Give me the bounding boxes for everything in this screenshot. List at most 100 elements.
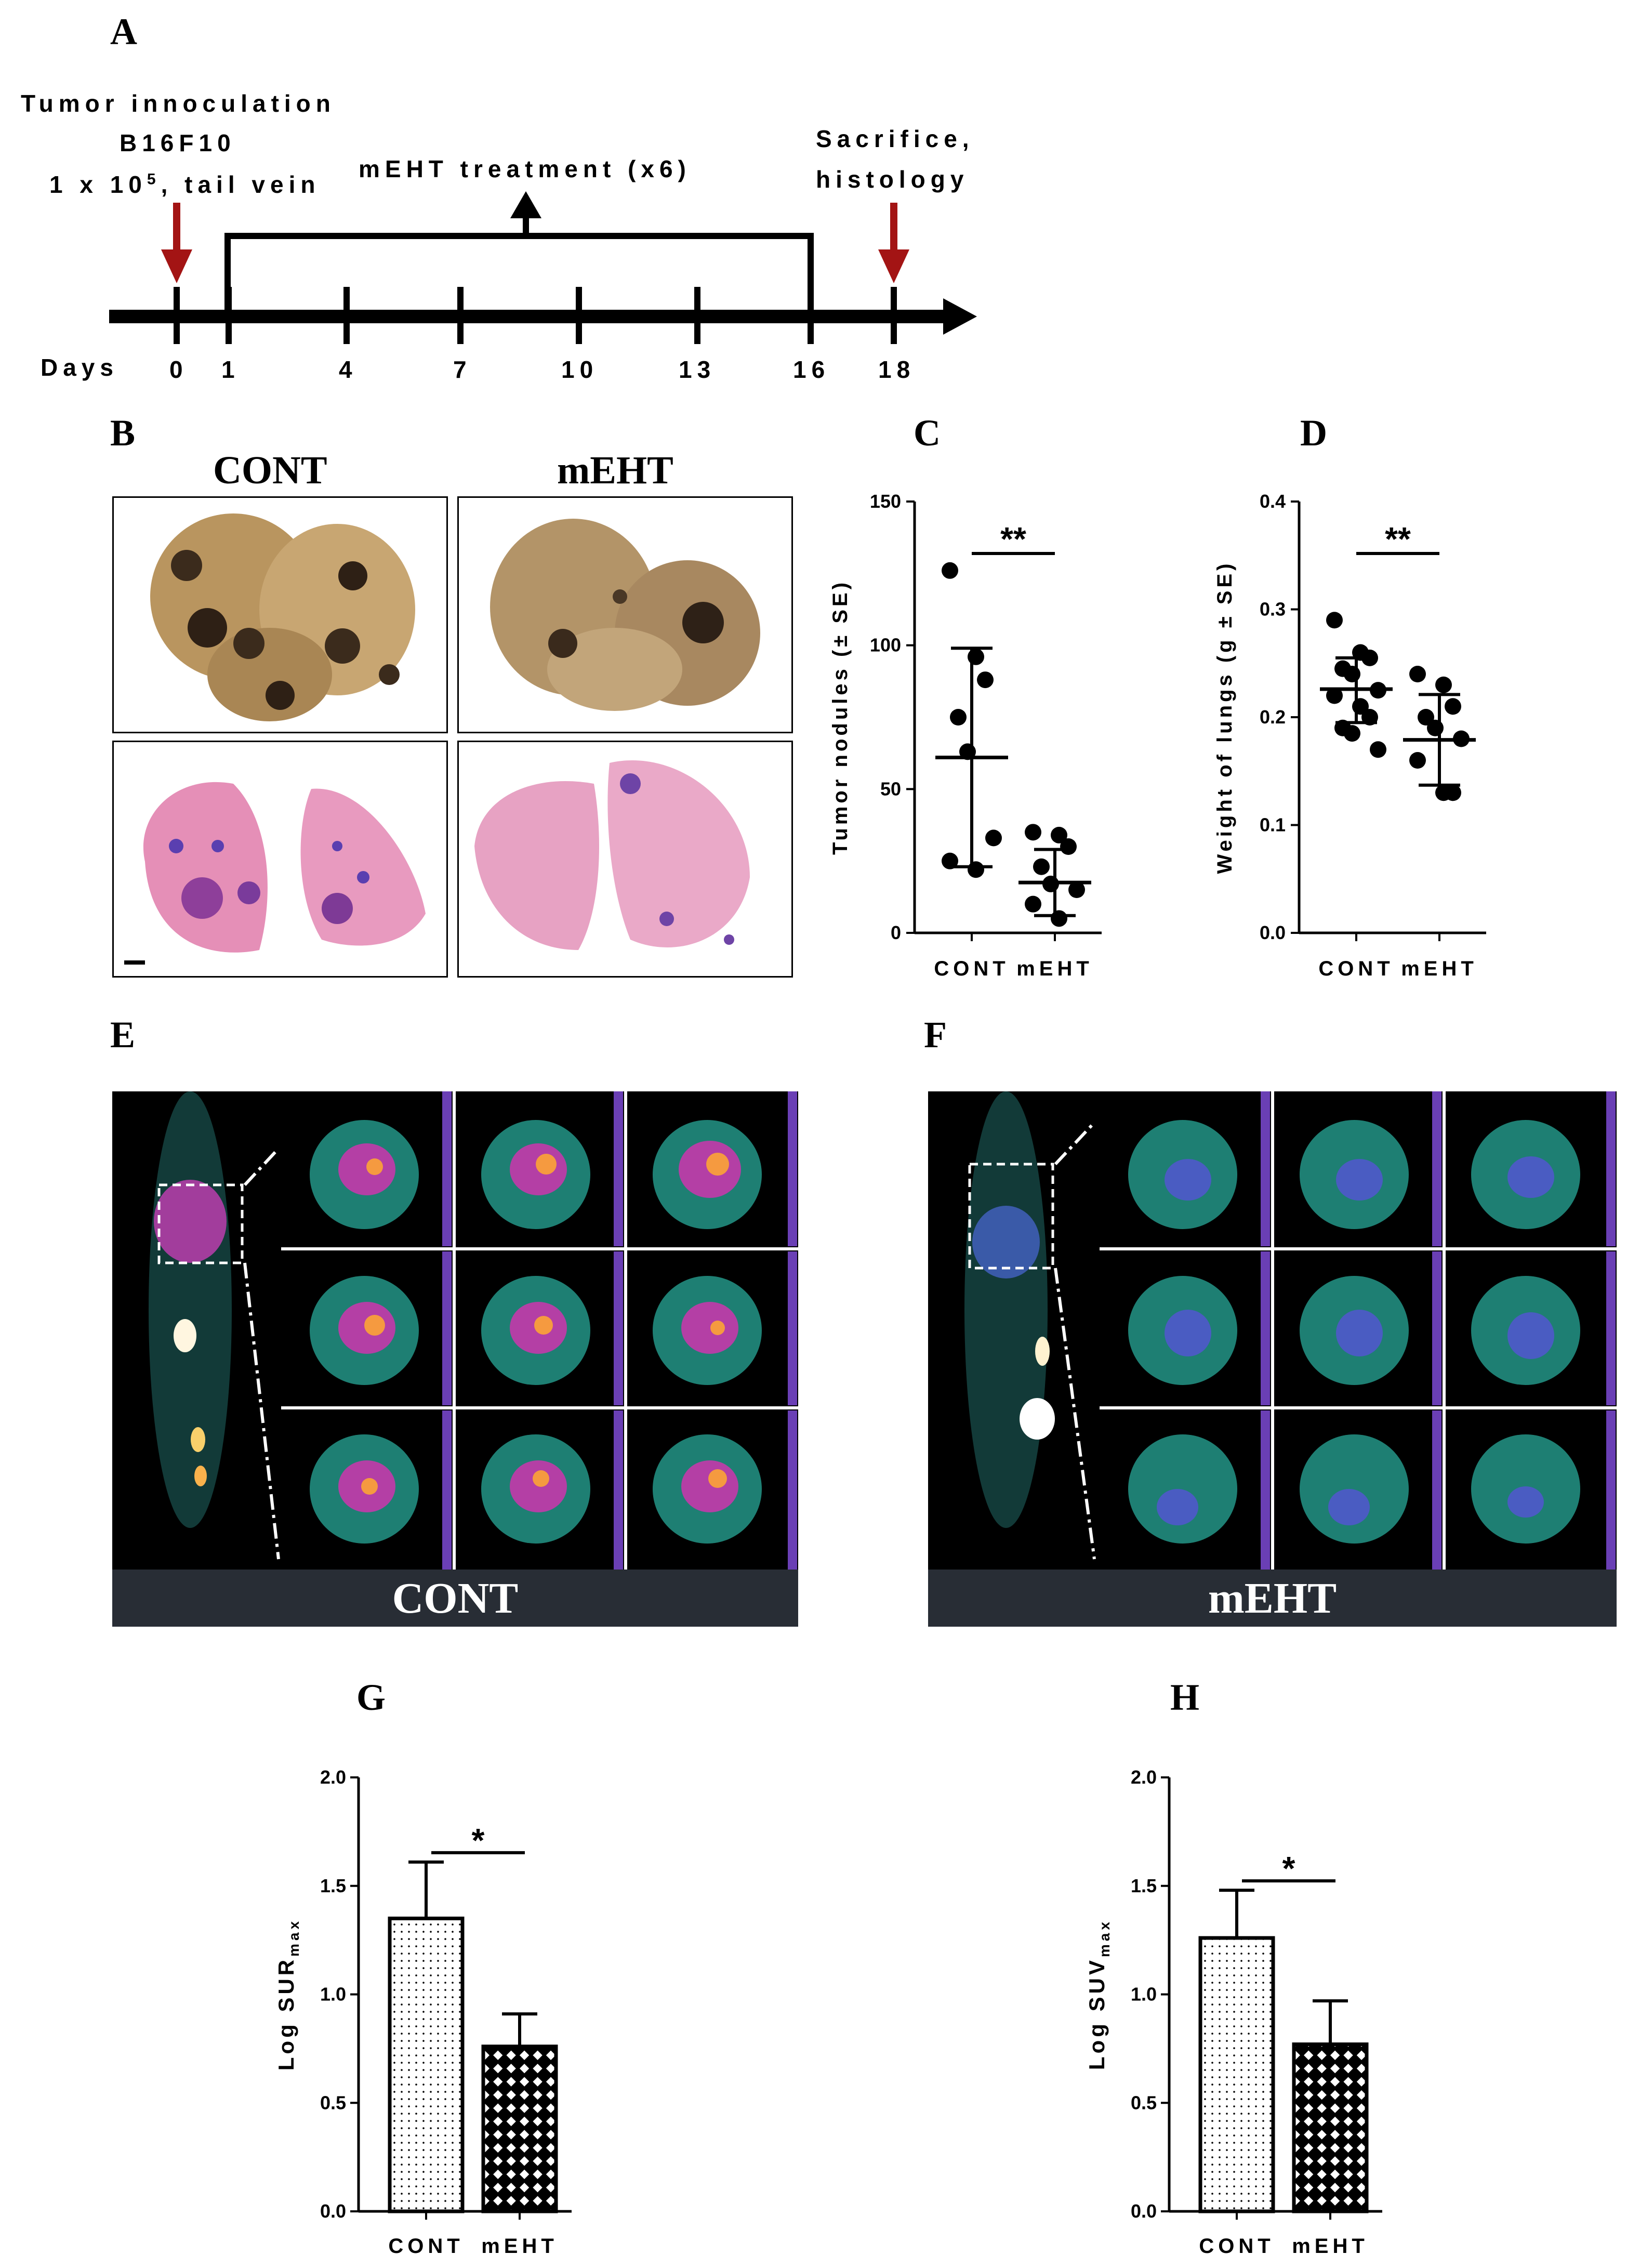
cont-pet-images (149, 1091, 798, 1570)
meht-gross-lung-photo (457, 496, 793, 733)
data-point (1418, 709, 1434, 726)
sacrifice-label-line2: histology (816, 166, 969, 193)
significance-marker: ** (1000, 520, 1026, 558)
y-tick-label: 0 (891, 922, 901, 943)
data-point (1344, 725, 1360, 742)
data-point (1427, 719, 1444, 736)
day-label-18: 18 (878, 356, 916, 383)
y-tick-label: 2.0 (320, 1766, 346, 1788)
significance-marker: ** (1385, 520, 1411, 558)
data-point (950, 709, 967, 726)
x-tick-label: CONT (1199, 2235, 1274, 2258)
panel-b-cont-label: CONT (213, 449, 327, 492)
y-tick-label: 150 (870, 491, 901, 512)
y-tick-label: 0.0 (320, 2200, 346, 2222)
data-point (1326, 612, 1343, 629)
y-tick-label: 0.1 (1260, 814, 1286, 836)
tick-day-7 (457, 287, 464, 344)
data-point (1051, 910, 1067, 927)
tick-day-16 (808, 287, 814, 344)
bar-meht (481, 2045, 558, 2213)
panel-label-e: E (110, 1014, 136, 1056)
panel-label-h: H (1170, 1677, 1200, 1718)
data-point (968, 648, 984, 665)
chart-c-tumor-nodules: 0 50 100 150 CONT mEHT Tumor nodules (± SE) ** (829, 491, 1102, 980)
treatment-up-arrow (510, 191, 541, 218)
data-point (1025, 824, 1041, 841)
data-point (942, 562, 958, 579)
meht-pet-images (964, 1091, 1617, 1570)
x-tick-label: mEHT (481, 2235, 558, 2258)
cont-histology-section (112, 741, 448, 978)
meht-pet-scan-panel (928, 1091, 1617, 1570)
sacrifice-arrow-head (878, 249, 909, 283)
significance-marker: * (1282, 1850, 1295, 1887)
data-point (1445, 784, 1461, 801)
y-tick-label: 1.5 (320, 1875, 346, 1896)
day-label-13: 13 (679, 356, 716, 383)
days-label: Days (41, 354, 118, 381)
meht-histology-section (457, 741, 793, 978)
chart-g-log-sur-max: 0.0 0.5 1.0 1.5 2.0 Log SURmax CONT mEHT * (274, 1766, 572, 2258)
panel-label-g: G (356, 1677, 386, 1718)
y-tick-label: 0.5 (320, 2092, 346, 2113)
data-point (1409, 752, 1426, 769)
timeline-ticks (174, 287, 897, 344)
data-point (1409, 666, 1426, 682)
day-label-10: 10 (561, 356, 599, 383)
y-tick-label: 1.5 (1131, 1875, 1157, 1896)
data-point (1445, 698, 1461, 715)
y-axis-label: Log SUVmax (1084, 1919, 1113, 2070)
x-tick-label: CONT (1318, 957, 1394, 980)
inoculation-label-line3: 1 x 105, tail vein (49, 170, 321, 198)
y-tick-label: 0.3 (1260, 599, 1286, 620)
y-tick-label: 1.0 (1131, 1984, 1157, 2005)
x-tick-label: mEHT (1401, 957, 1478, 980)
data-point (1033, 858, 1050, 875)
panel-b-meht-label: mEHT (557, 449, 673, 492)
x-tick-label: CONT (934, 957, 1009, 980)
panel-label-d: D (1300, 412, 1327, 454)
treatment-label: mEHT treatment (x6) (359, 155, 691, 182)
day-label-7: 7 (453, 356, 472, 383)
tick-day-13 (694, 287, 700, 344)
data-point (1051, 826, 1067, 843)
bar-cont (388, 1916, 465, 2213)
data-point (1025, 895, 1041, 913)
timeline-arrowhead (943, 298, 977, 335)
day-label-4: 4 (339, 356, 358, 383)
y-tick-label: 50 (880, 778, 901, 799)
data-point (1060, 838, 1077, 855)
y-tick-label: 0.5 (1131, 2092, 1157, 2113)
day-label-0: 0 (169, 356, 188, 383)
x-tick-label: mEHT (1016, 957, 1093, 980)
panel-label-b: B (110, 412, 136, 454)
tick-day-0 (174, 287, 180, 344)
cont-pet-caption-bar: CONT (112, 1570, 798, 1627)
y-tick-label: 0.0 (1131, 2200, 1157, 2222)
bar-cont (1198, 1936, 1275, 2213)
chart-h-log-suv-max: 0.0 0.5 1.0 1.5 2.0 Log SUVmax CONT mEHT * (1084, 1766, 1382, 2258)
bar-meht (1292, 2042, 1369, 2213)
significance-marker: * (472, 1822, 485, 1859)
x-tick-label: CONT (388, 2235, 464, 2258)
y-tick-label: 0.0 (1260, 922, 1286, 943)
data-point (1344, 666, 1360, 682)
tick-day-1 (226, 287, 232, 344)
timeline-axis (109, 310, 951, 323)
y-tick-label: 1.0 (320, 1984, 346, 2005)
data-point (1326, 687, 1343, 704)
data-point (977, 671, 994, 689)
chart-d-lung-weight: 0.0 0.1 0.2 0.3 0.4 CONT mEHT Weight of lungs (… (1213, 491, 1486, 980)
tick-day-10 (576, 287, 582, 344)
tick-day-4 (343, 287, 350, 344)
day-label-16: 16 (793, 356, 830, 383)
inoculation-label-line1: Tumor innoculation (21, 90, 336, 117)
y-tick-label: 100 (870, 635, 901, 656)
cont-pet-caption: CONT (392, 1574, 519, 1623)
cont-gross-lung-photo (112, 496, 448, 733)
y-tick-label: 0.4 (1260, 491, 1286, 512)
y-tick-label: 2.0 (1131, 1766, 1157, 1788)
y-axis-label: Log SURmax (274, 1918, 302, 2071)
panel-label-a: A (110, 11, 137, 52)
